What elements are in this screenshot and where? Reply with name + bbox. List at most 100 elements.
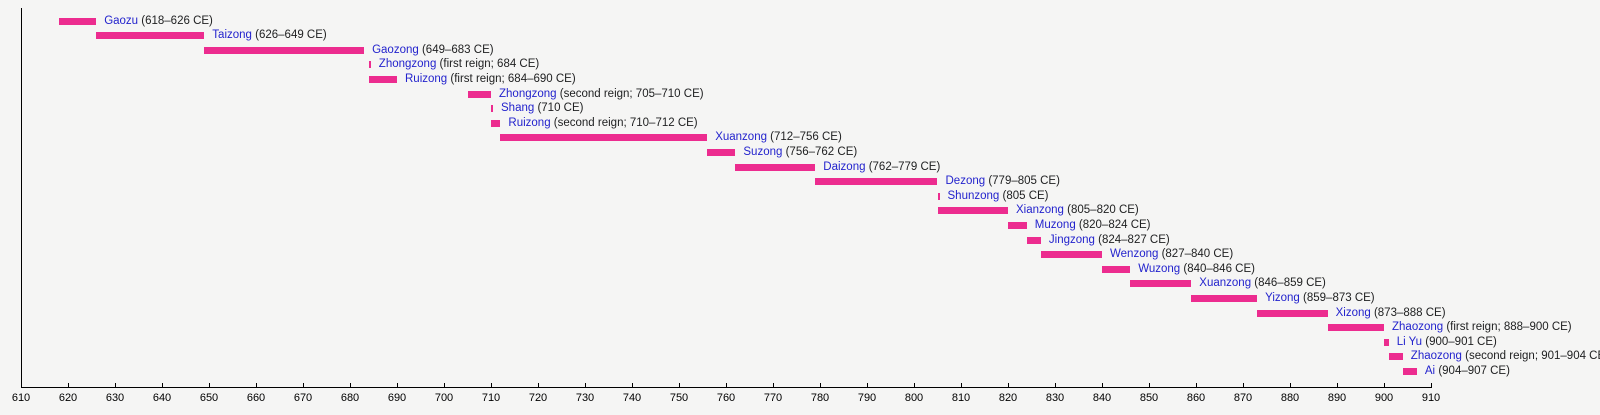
axis-tick-label: 730 (575, 392, 595, 404)
emperor-name[interactable]: Gaozong (372, 44, 419, 56)
axis-tick (820, 383, 821, 387)
axis-tick-label: 770 (763, 392, 783, 404)
axis-tick (1337, 383, 1338, 387)
emperor-name[interactable]: Xuanzong (715, 131, 767, 143)
emperor-name[interactable]: Shang (501, 102, 535, 114)
reign-label: Ruizong (first reign; 684–690 CE) (405, 72, 576, 87)
reign-bar (467, 91, 491, 98)
axis-tick (585, 383, 586, 387)
axis-tick-label: 840 (1092, 392, 1112, 404)
emperor-name[interactable]: Muzong (1034, 219, 1076, 231)
reign-label: Xizong (873–888 CE) (1336, 306, 1446, 321)
axis-tick (914, 383, 915, 387)
emperor-name[interactable]: Yizong (1265, 292, 1300, 304)
axis-tick-label: 710 (481, 392, 501, 404)
axis-tick-label: 670 (293, 392, 313, 404)
emperor-name[interactable]: Shunzong (947, 190, 1000, 202)
reign-bar (368, 76, 397, 83)
reign-dates: (820–824 CE) (1075, 219, 1151, 231)
reign-bar (1257, 310, 1328, 317)
emperor-name[interactable]: Jingzong (1048, 234, 1095, 246)
reign-label: Gaozu (618–626 CE) (104, 14, 213, 29)
axis-tick-label: 680 (340, 392, 360, 404)
axis-tick-label: 890 (1327, 392, 1347, 404)
reign-bar (937, 207, 1008, 214)
axis-tick (961, 383, 962, 387)
reign-bar (1102, 266, 1131, 273)
reign-bar (1130, 280, 1192, 287)
reign-label: Daizong (762–779 CE) (823, 160, 940, 175)
axis-tick-label: 880 (1280, 392, 1300, 404)
reign-label: Dezong (779–805 CE) (946, 174, 1060, 189)
emperor-name[interactable]: Xianzong (1016, 204, 1064, 216)
reign-bar (1191, 295, 1258, 302)
axis-tick-label: 610 (11, 392, 31, 404)
axis-tick (350, 383, 351, 387)
emperor-name[interactable]: Ruizong (508, 117, 551, 129)
reign-bar (937, 193, 940, 200)
reign-label: Zhongzong (second reign; 705–710 CE) (499, 87, 704, 102)
emperor-name[interactable]: Xuanzong (1199, 277, 1252, 289)
reign-dates: (second reign; 705–710 CE) (556, 88, 704, 100)
reign-dates: (859–873 CE) (1299, 292, 1375, 304)
emperor-name[interactable]: Gaozu (104, 15, 139, 27)
reign-label: Taizong (626–649 CE) (212, 28, 326, 43)
emperor-name[interactable]: Taizong (212, 29, 252, 41)
reign-label: Jingzong (824–827 CE) (1049, 233, 1170, 248)
reign-label: Ruizong (second reign; 710–712 CE) (508, 116, 697, 131)
emperor-name[interactable]: Zhongzong (378, 58, 437, 70)
reign-bar (204, 47, 365, 54)
axis-tick-label: 720 (528, 392, 548, 404)
reign-dates: (618–626 CE) (138, 15, 213, 27)
emperor-name[interactable]: Suzong (743, 146, 783, 158)
reign-dates: (827–840 CE) (1158, 248, 1234, 260)
axis-tick-label: 860 (1186, 392, 1206, 404)
reign-dates: (first reign; 888–900 CE) (1443, 321, 1572, 333)
axis-tick-label: 620 (58, 392, 78, 404)
reign-dates: (626–649 CE) (251, 29, 327, 41)
axis-tick-label: 800 (904, 392, 924, 404)
axis-tick (538, 383, 539, 387)
axis-tick-label: 870 (1233, 392, 1253, 404)
emperor-name[interactable]: Ruizong (405, 73, 448, 85)
axis-tick (21, 383, 22, 387)
axis-tick-label: 780 (810, 392, 830, 404)
reign-label: Shang (710 CE) (501, 101, 583, 116)
axis-tick-label: 640 (152, 392, 172, 404)
axis-tick-label: 690 (387, 392, 407, 404)
reign-label: Shunzong (805 CE) (948, 189, 1049, 204)
reign-bar (1388, 353, 1403, 360)
emperor-name[interactable]: Xizong (1335, 307, 1371, 319)
axis-tick (1149, 383, 1150, 387)
emperor-name[interactable]: Zhaozong (1392, 321, 1444, 333)
axis-tick (303, 383, 304, 387)
axis-tick (679, 383, 680, 387)
reign-bar (1026, 237, 1041, 244)
axis-tick-label: 790 (857, 392, 877, 404)
emperor-name[interactable]: Li Yu (1396, 336, 1423, 348)
emperor-name[interactable]: Wenzong (1110, 248, 1159, 260)
reign-dates: (712–756 CE) (766, 131, 842, 143)
reign-dates: (779–805 CE) (985, 175, 1060, 187)
reign-bar (1008, 222, 1027, 229)
emperor-name[interactable]: Zhongzong (499, 88, 557, 100)
axis-tick (867, 383, 868, 387)
emperor-name[interactable]: Daizong (823, 161, 866, 173)
emperor-name[interactable]: Dezong (945, 175, 986, 187)
reign-dates: (710 CE) (534, 102, 584, 114)
reign-label: Ai (904–907 CE) (1425, 364, 1510, 379)
reign-label: Zhaozong (second reign; 901–904 CE) (1411, 349, 1600, 364)
axis-tick (1384, 383, 1385, 387)
reign-dates: (900–901 CE) (1422, 336, 1497, 348)
emperor-name[interactable]: Wuzong (1138, 263, 1181, 275)
emperor-name[interactable]: Ai (1424, 365, 1436, 377)
reign-dates: (756–762 CE) (782, 146, 858, 158)
axis-tick-label: 910 (1421, 392, 1441, 404)
reign-label: Yizong (859–873 CE) (1265, 291, 1375, 306)
axis-tick (444, 383, 445, 387)
reign-dates: (762–779 CE) (865, 161, 941, 173)
reign-label: Li Yu (900–901 CE) (1397, 335, 1497, 350)
emperor-name[interactable]: Zhaozong (1410, 350, 1462, 362)
axis-tick-label: 660 (246, 392, 266, 404)
reign-label: Xuanzong (712–756 CE) (715, 130, 842, 145)
